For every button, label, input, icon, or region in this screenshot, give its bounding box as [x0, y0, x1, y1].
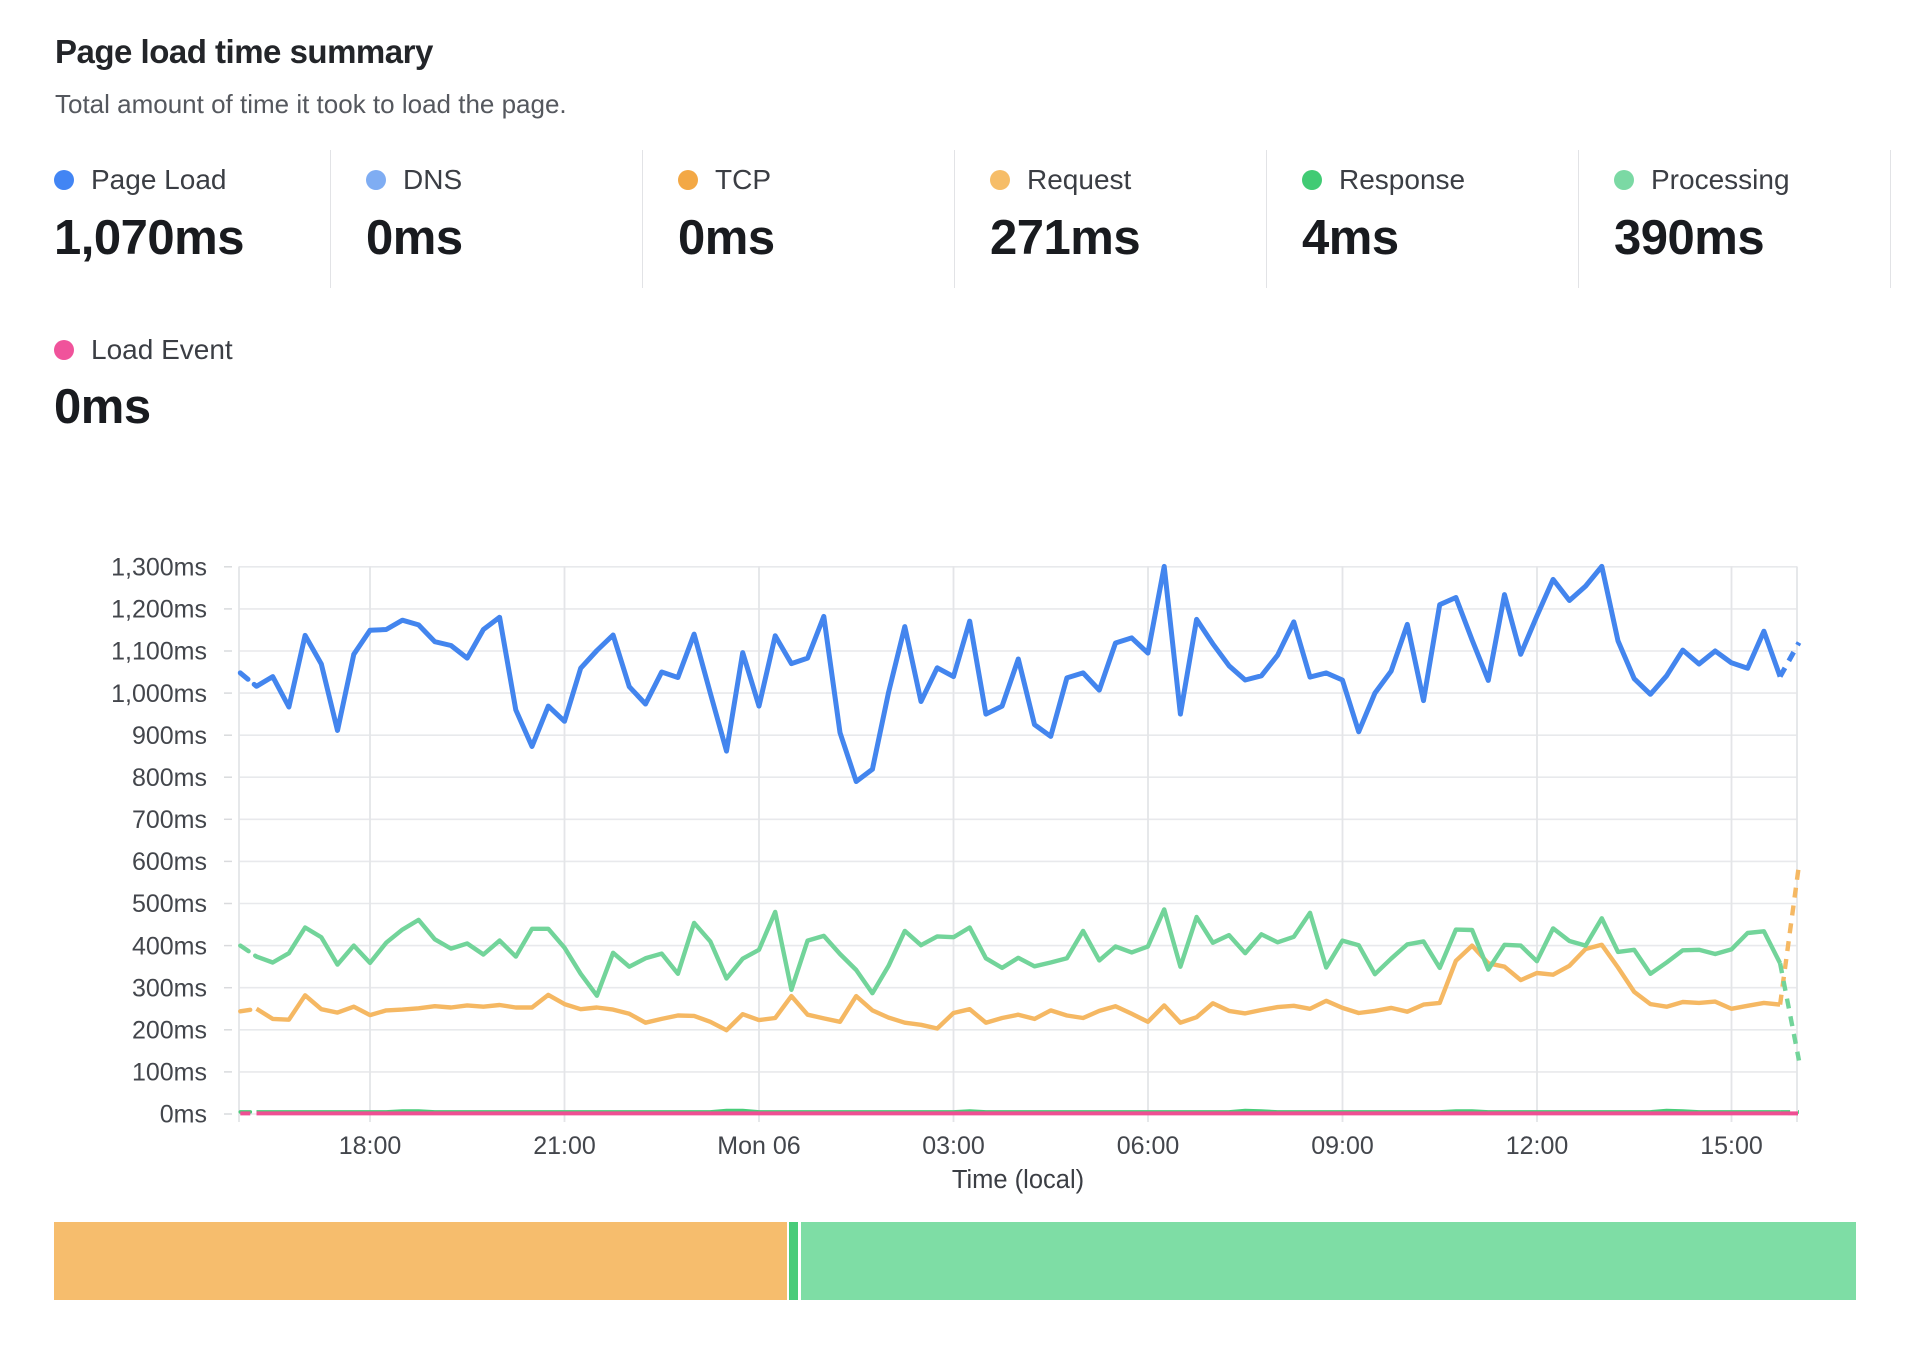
svg-text:400ms: 400ms: [132, 932, 207, 960]
svg-text:18:00: 18:00: [339, 1132, 402, 1160]
svg-text:0ms: 0ms: [160, 1101, 207, 1129]
svg-text:900ms: 900ms: [132, 722, 207, 750]
svg-text:600ms: 600ms: [132, 848, 207, 876]
svg-text:1,200ms: 1,200ms: [111, 596, 207, 624]
svg-text:800ms: 800ms: [132, 764, 207, 792]
svg-text:700ms: 700ms: [132, 806, 207, 834]
svg-text:1,100ms: 1,100ms: [111, 638, 207, 666]
svg-text:300ms: 300ms: [132, 974, 207, 1002]
svg-text:06:00: 06:00: [1117, 1132, 1180, 1160]
svg-text:1,000ms: 1,000ms: [111, 680, 207, 708]
svg-text:500ms: 500ms: [132, 890, 207, 918]
svg-text:09:00: 09:00: [1311, 1132, 1374, 1160]
svg-text:03:00: 03:00: [922, 1132, 985, 1160]
svg-text:1,300ms: 1,300ms: [111, 554, 207, 582]
svg-text:Time (local): Time (local): [952, 1166, 1084, 1194]
svg-text:200ms: 200ms: [132, 1017, 207, 1045]
svg-text:21:00: 21:00: [533, 1132, 596, 1160]
svg-text:12:00: 12:00: [1506, 1132, 1569, 1160]
svg-text:15:00: 15:00: [1700, 1132, 1763, 1160]
svg-text:100ms: 100ms: [132, 1059, 207, 1087]
svg-text:Mon 06: Mon 06: [717, 1132, 800, 1160]
